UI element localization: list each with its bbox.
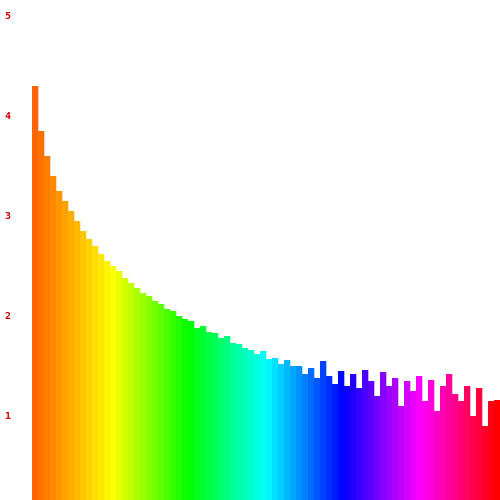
bar bbox=[134, 288, 141, 500]
bar bbox=[422, 401, 429, 500]
bar bbox=[416, 376, 423, 500]
bar bbox=[494, 400, 500, 500]
bar bbox=[308, 368, 315, 500]
bar bbox=[62, 201, 69, 500]
bar bbox=[194, 328, 201, 500]
bar bbox=[320, 361, 327, 500]
bar bbox=[470, 416, 477, 500]
bar bbox=[188, 321, 195, 500]
bar bbox=[224, 336, 231, 500]
bar bbox=[248, 350, 255, 500]
bar bbox=[362, 370, 369, 500]
bar bbox=[218, 338, 225, 500]
bar bbox=[92, 246, 99, 500]
bar bbox=[128, 283, 135, 500]
bar bbox=[176, 316, 183, 500]
bar bbox=[80, 231, 87, 500]
bar bbox=[212, 333, 219, 500]
y-tick-label: 3 bbox=[5, 211, 11, 222]
bar bbox=[116, 271, 123, 500]
bar bbox=[242, 348, 249, 500]
bar bbox=[452, 394, 459, 500]
bar bbox=[344, 386, 351, 500]
bar bbox=[44, 156, 51, 500]
y-tick-label: 1 bbox=[5, 411, 11, 422]
bar bbox=[314, 378, 321, 500]
bar bbox=[350, 374, 357, 500]
bar bbox=[164, 309, 171, 500]
bar bbox=[104, 261, 111, 500]
bar bbox=[260, 351, 267, 500]
bar bbox=[434, 411, 441, 500]
bar bbox=[152, 301, 159, 500]
bar bbox=[68, 211, 75, 500]
bar bbox=[254, 354, 261, 500]
bar bbox=[296, 366, 303, 500]
bar bbox=[206, 332, 213, 500]
y-tick-label: 4 bbox=[5, 111, 11, 122]
bar bbox=[464, 386, 471, 500]
bar bbox=[440, 386, 447, 500]
bar bbox=[74, 221, 81, 500]
bar bbox=[236, 344, 243, 500]
bar bbox=[38, 131, 45, 500]
bar bbox=[482, 426, 489, 500]
bar bbox=[428, 380, 435, 500]
bar bbox=[398, 406, 405, 500]
bar bbox=[380, 372, 387, 500]
bar bbox=[230, 343, 237, 500]
bar bbox=[404, 381, 411, 500]
bar bbox=[272, 358, 279, 500]
bar bbox=[476, 388, 483, 500]
bar bbox=[302, 374, 309, 500]
bar bbox=[158, 304, 165, 500]
bar bbox=[278, 364, 285, 500]
bar bbox=[122, 278, 129, 500]
bar bbox=[446, 374, 453, 500]
bar bbox=[200, 326, 207, 500]
bar bbox=[86, 239, 93, 500]
bar bbox=[290, 366, 297, 500]
bar bbox=[266, 359, 273, 500]
bar bbox=[386, 386, 393, 500]
bar bbox=[32, 86, 39, 500]
bar bbox=[182, 319, 189, 500]
y-tick-label: 2 bbox=[5, 311, 11, 322]
bar bbox=[170, 311, 177, 500]
bar bbox=[56, 191, 63, 500]
bar bbox=[356, 388, 363, 500]
bar bbox=[50, 176, 57, 500]
bar bbox=[98, 254, 105, 500]
bar bbox=[338, 371, 345, 500]
bar bbox=[458, 401, 465, 500]
y-tick-label: 5 bbox=[5, 11, 11, 22]
bar bbox=[368, 381, 375, 500]
bar bbox=[284, 360, 291, 500]
bar bbox=[140, 293, 147, 500]
bar bbox=[326, 376, 333, 500]
bar bbox=[410, 391, 417, 500]
bar bbox=[488, 401, 495, 500]
bar bbox=[374, 396, 381, 500]
bar bbox=[146, 296, 153, 500]
bar bbox=[110, 266, 117, 500]
bar bbox=[332, 384, 339, 500]
bar bbox=[392, 378, 399, 500]
